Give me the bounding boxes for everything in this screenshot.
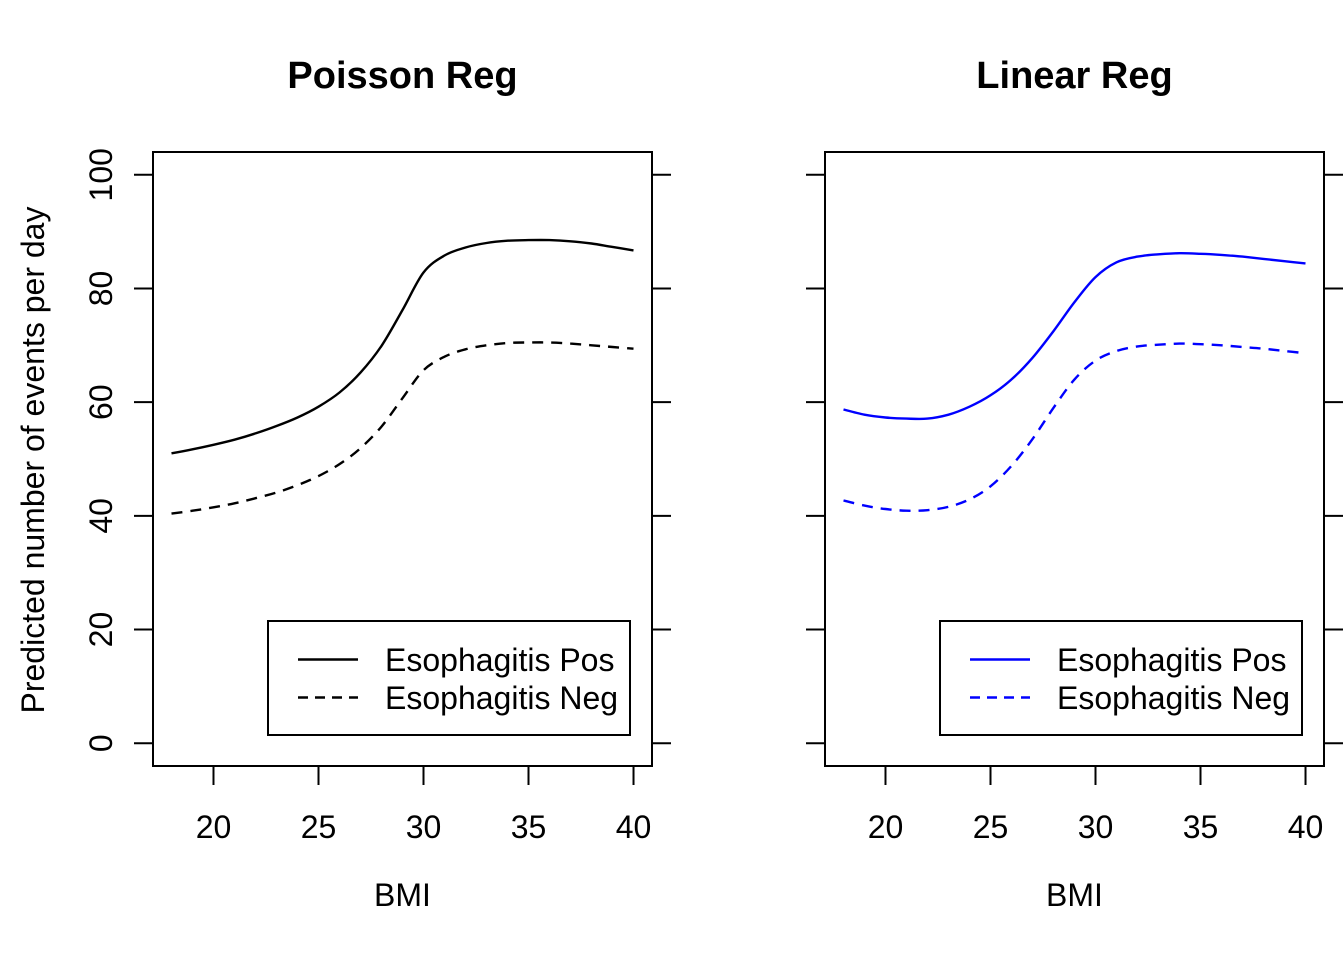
x-tick-label-linear: 30: [1078, 809, 1114, 845]
x-tick-label-linear: 25: [973, 809, 1009, 845]
y-tick-label: 20: [83, 612, 119, 648]
legend-label-linear: Esophagitis Pos: [1057, 642, 1286, 678]
x-tick-label-poisson: 30: [406, 809, 442, 845]
x-tick-label-poisson: 35: [511, 809, 547, 845]
plot-box-linear: [824, 151, 1325, 767]
series-line-solid-poisson: [171, 238, 634, 455]
x-axis-title-poisson: BMI: [374, 877, 431, 913]
y-tick-label: 40: [83, 498, 119, 534]
legend-label-poisson: Esophagitis Pos: [385, 642, 614, 678]
x-tick-label-linear: 20: [868, 809, 904, 845]
series-line-dashed-poisson: [171, 341, 634, 515]
legend-label-poisson: Esophagitis Neg: [385, 680, 618, 716]
series-line-dashed-linear: [843, 342, 1306, 512]
legend-box-linear: [939, 620, 1303, 736]
series-line-solid-linear: [843, 251, 1306, 421]
x-axis-title-linear: BMI: [1046, 877, 1103, 913]
y-tick-label: 0: [83, 734, 119, 752]
legend-label-linear: Esophagitis Neg: [1057, 680, 1290, 716]
y-tick-label: 100: [83, 148, 119, 201]
x-tick-label-poisson: 40: [616, 809, 652, 845]
y-tick-label: 80: [83, 271, 119, 307]
x-tick-label-linear: 35: [1183, 809, 1219, 845]
x-tick-label-poisson: 20: [196, 809, 232, 845]
panel-title-poisson: Poisson Reg: [287, 55, 518, 97]
y-tick-label: 60: [83, 384, 119, 420]
legend-box-poisson: [267, 620, 631, 736]
x-tick-label-linear: 40: [1288, 809, 1324, 845]
panel-title-linear: Linear Reg: [976, 55, 1173, 97]
x-tick-label-poisson: 25: [301, 809, 337, 845]
plot-box-poisson: [152, 151, 653, 767]
y-axis-title: Predicted number of events per day: [15, 206, 51, 714]
